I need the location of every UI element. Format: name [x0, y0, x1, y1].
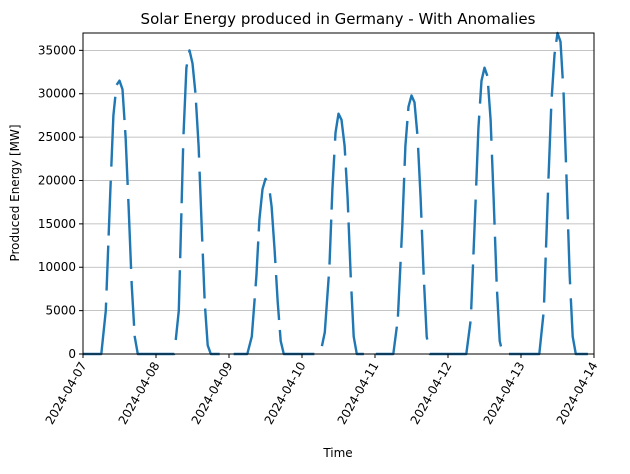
grid-layer — [83, 49, 594, 312]
series-line-0 — [83, 31, 588, 356]
y-axis-label: Produced Energy [MW] — [8, 124, 22, 261]
y-tick-label: 10000 — [38, 260, 76, 274]
y-tick-label: 20000 — [38, 173, 76, 187]
y-tick-label: 15000 — [38, 217, 76, 231]
y-tick-label: 35000 — [38, 43, 76, 57]
y-tick-label: 5000 — [45, 304, 76, 318]
plot-frame — [82, 32, 595, 355]
y-tick-label: 30000 — [38, 87, 76, 101]
chart-title: Solar Energy produced in Germany - With … — [141, 10, 536, 28]
y-axis: 0 5000 10000 15000 20000 25000 30000 35000 — [38, 43, 83, 361]
series-layer — [83, 31, 588, 356]
y-tick-label: 0 — [68, 347, 76, 361]
x-axis-label: Time — [322, 446, 352, 460]
y-tick-label: 25000 — [38, 130, 76, 144]
